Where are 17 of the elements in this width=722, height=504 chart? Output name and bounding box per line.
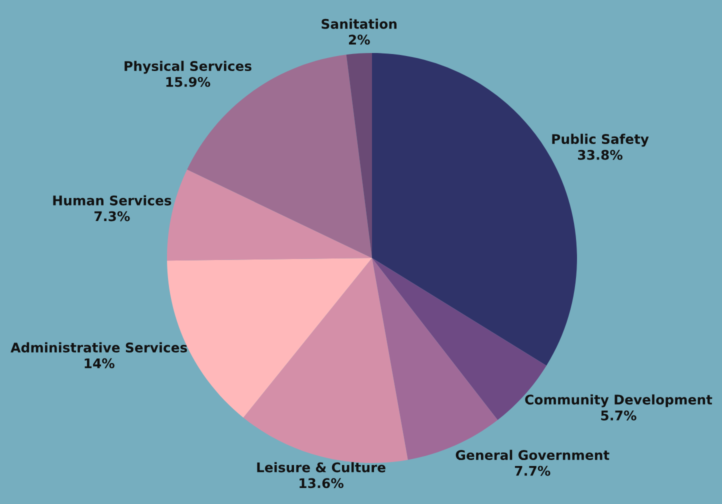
pie-slice — [346, 53, 372, 258]
data-label: 13.6% — [300, 478, 344, 488]
data-label: 14% — [84, 358, 114, 368]
slice-label: Sanitation — [322, 18, 397, 29]
data-label: 33.8% — [578, 150, 622, 160]
slice-label: Administrative Services — [10, 342, 187, 353]
data-label: 7.3% — [94, 211, 130, 222]
slice-label: General Government — [456, 450, 610, 460]
data-label: 7.7% — [514, 466, 550, 476]
slice-label: Community Development — [525, 394, 712, 408]
data-label: 15.9% — [166, 76, 210, 87]
slice-label: Physical Services — [124, 60, 252, 74]
slice-label: Human Services — [53, 195, 172, 206]
data-label: 2% — [348, 34, 370, 45]
slice-label: Leisure & Culture — [257, 462, 386, 472]
data-label: 5.7% — [601, 410, 636, 420]
slice-label: Public Safety — [552, 134, 649, 147]
